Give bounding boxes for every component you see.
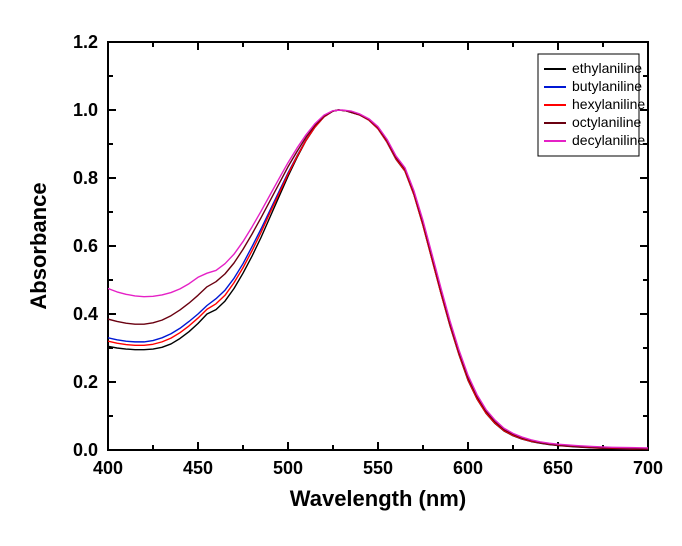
- legend-label-4: decylaniline: [572, 132, 645, 148]
- x-tick-label: 600: [453, 458, 483, 478]
- y-tick-label: 0.4: [73, 304, 98, 324]
- legend-label-0: ethylaniline: [572, 60, 642, 76]
- chart-svg: 400 450 500 550 600 650 700 0.0 0.2 0.4 0.6 0.8 1.0 1…: [0, 0, 682, 546]
- x-axis-title: Wavelength (nm): [290, 486, 466, 511]
- legend-label-1: butylaniline: [572, 78, 642, 94]
- x-tick-label: 450: [183, 458, 213, 478]
- legend: ethylaniline butylaniline hexylaniline octy…: [538, 54, 645, 156]
- x-tick-label: 500: [273, 458, 303, 478]
- y-tick-label: 1.0: [73, 100, 98, 120]
- legend-label-2: hexylaniline: [572, 96, 645, 112]
- x-tick-label: 550: [363, 458, 393, 478]
- y-tick-label: 0.0: [73, 440, 98, 460]
- x-tick-label: 400: [93, 458, 123, 478]
- x-tick-label: 650: [543, 458, 573, 478]
- x-tick-label: 700: [633, 458, 663, 478]
- y-tick-label: 0.2: [73, 372, 98, 392]
- y-tick-label: 1.2: [73, 32, 98, 52]
- legend-label-3: octylaniline: [572, 114, 641, 130]
- y-tick-label: 0.8: [73, 168, 98, 188]
- y-tick-label: 0.6: [73, 236, 98, 256]
- absorbance-chart: 400 450 500 550 600 650 700 0.0 0.2 0.4 0.6 0.8 1.0 1…: [0, 0, 682, 546]
- y-axis-title: Absorbance: [26, 182, 51, 309]
